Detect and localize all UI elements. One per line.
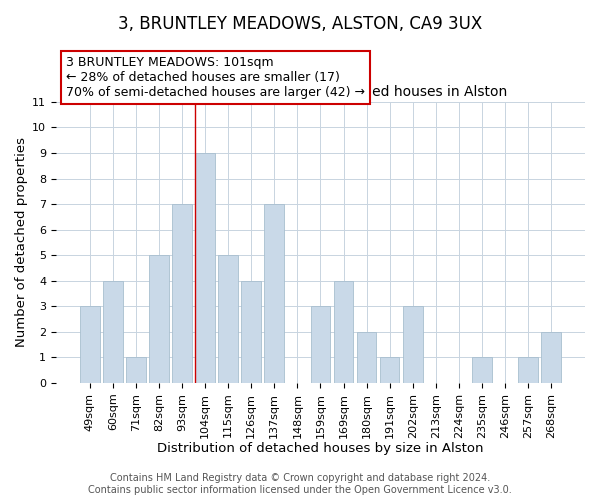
Text: 3, BRUNTLEY MEADOWS, ALSTON, CA9 3UX: 3, BRUNTLEY MEADOWS, ALSTON, CA9 3UX [118,15,482,33]
Bar [126,358,146,383]
Bar [472,358,492,383]
X-axis label: Distribution of detached houses by size in Alston: Distribution of detached houses by size … [157,442,484,455]
Text: Contains HM Land Registry data © Crown copyright and database right 2024.
Contai: Contains HM Land Registry data © Crown c… [88,474,512,495]
Bar [80,306,100,383]
Y-axis label: Number of detached properties: Number of detached properties [15,138,28,348]
Bar [357,332,376,383]
Bar [241,281,261,383]
Bar [541,332,561,383]
Title: Size of property relative to detached houses in Alston: Size of property relative to detached ho… [134,86,507,100]
Bar [311,306,330,383]
Bar [172,204,192,383]
Bar [334,281,353,383]
Bar [265,204,284,383]
Text: 3 BRUNTLEY MEADOWS: 101sqm
← 28% of detached houses are smaller (17)
70% of semi: 3 BRUNTLEY MEADOWS: 101sqm ← 28% of deta… [67,56,365,99]
Bar [149,255,169,383]
Bar [103,281,122,383]
Bar [403,306,422,383]
Bar [518,358,538,383]
Bar [218,255,238,383]
Bar [380,358,400,383]
Bar [195,153,215,383]
